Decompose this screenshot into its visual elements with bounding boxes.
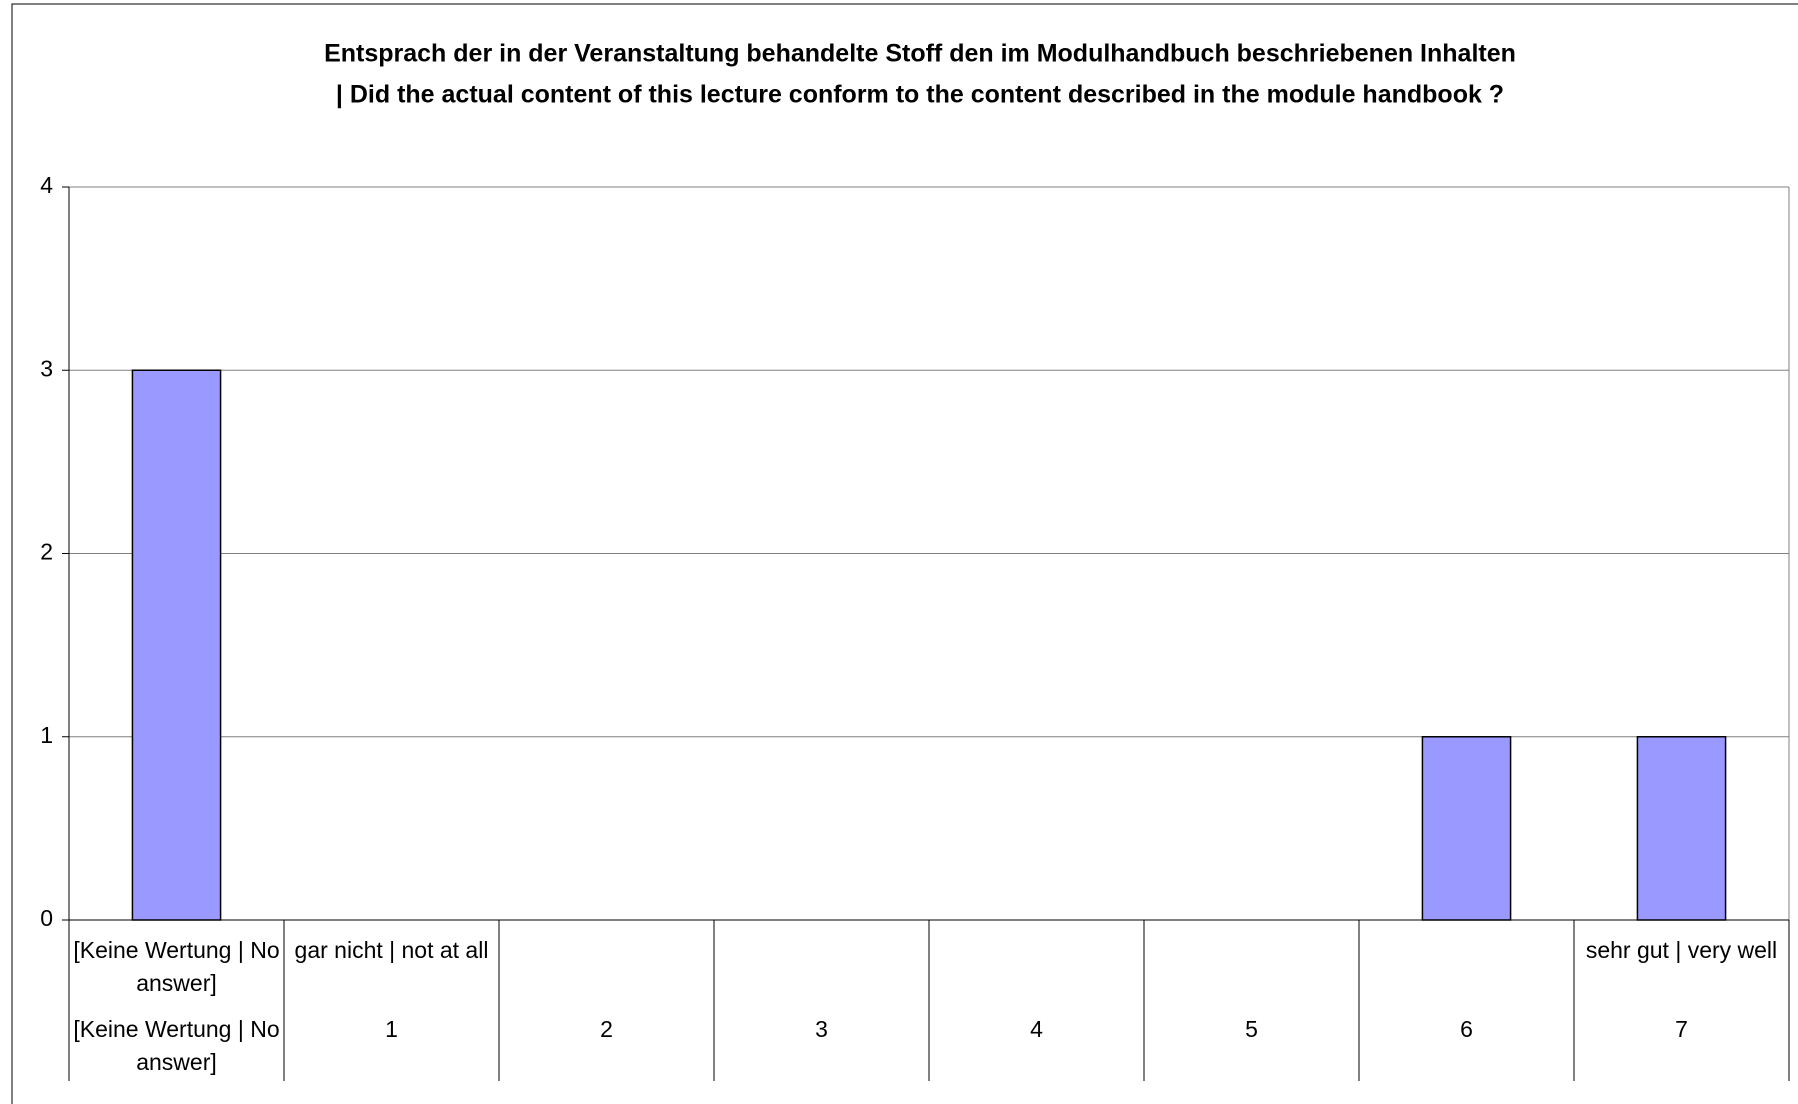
x-tick-label: 6: [1460, 1016, 1473, 1042]
bar: [1636, 736, 1727, 921]
y-tick-label: 1: [40, 722, 53, 748]
y-tick-label: 0: [40, 905, 53, 931]
x-group-label: [Keine Wertung | No answer]: [73, 937, 280, 996]
x-tick-label: 2: [600, 1016, 613, 1042]
chart-title: | Did the actual content of this lecture…: [336, 81, 1504, 109]
bar: [1421, 736, 1512, 921]
chart-title: Entsprach der in der Veranstaltung behan…: [324, 40, 1516, 68]
x-tick-label: 4: [1030, 1016, 1043, 1042]
x-group-label: gar nicht | not at all: [294, 937, 489, 963]
x-tick-label: 3: [815, 1016, 828, 1042]
x-tick-label: [Keine Wertung | No answer]: [73, 1016, 280, 1075]
y-tick-label: 3: [40, 355, 53, 381]
y-tick-label: 2: [40, 539, 53, 565]
x-tick-label: 1: [385, 1016, 398, 1042]
x-tick-label: 7: [1675, 1016, 1688, 1042]
x-group-label: sehr gut | very well: [1585, 937, 1778, 963]
chart-frame: [11, 3, 1798, 1104]
y-tick-label: 4: [40, 172, 53, 198]
bar: [131, 369, 222, 921]
x-tick-label: 5: [1245, 1016, 1258, 1042]
